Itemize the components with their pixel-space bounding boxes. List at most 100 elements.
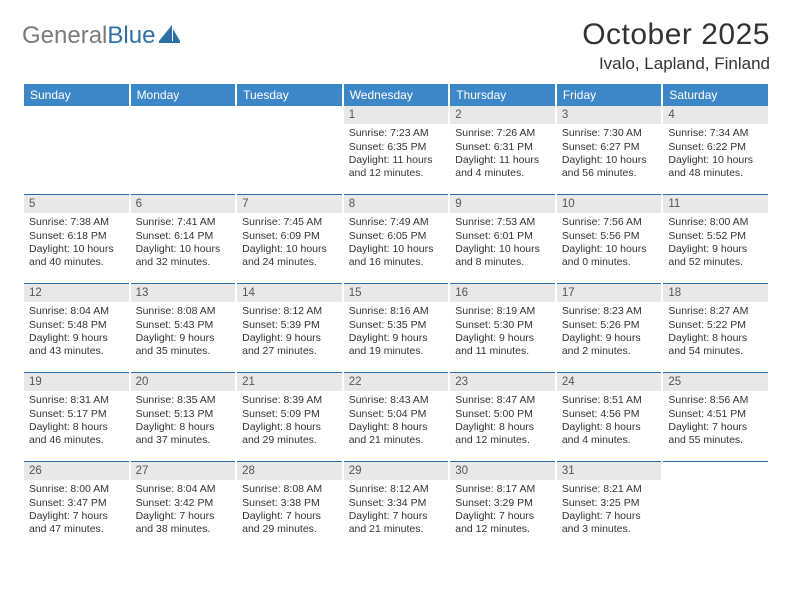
day-details: Sunrise: 8:27 AMSunset: 5:22 PMDaylight:… [663, 302, 768, 362]
sunset-text: Sunset: 6:31 PM [455, 141, 550, 154]
daylight1-text: Daylight: 8 hours [242, 421, 337, 434]
day-details: Sunrise: 7:53 AMSunset: 6:01 PMDaylight:… [450, 213, 555, 273]
sunrise-text: Sunrise: 8:51 AM [562, 394, 657, 407]
day-cell: 1Sunrise: 7:23 AMSunset: 6:35 PMDaylight… [344, 106, 449, 194]
sunrise-text: Sunrise: 8:17 AM [455, 483, 550, 496]
daylight2-text: and 43 minutes. [29, 345, 124, 358]
day-details: Sunrise: 8:00 AMSunset: 3:47 PMDaylight:… [24, 480, 129, 540]
day-cell: 8Sunrise: 7:49 AMSunset: 6:05 PMDaylight… [344, 195, 449, 283]
day-cell: 12Sunrise: 8:04 AMSunset: 5:48 PMDayligh… [24, 284, 129, 372]
day-number: 17 [557, 284, 662, 302]
daylight1-text: Daylight: 8 hours [136, 421, 231, 434]
sunrise-text: Sunrise: 8:12 AM [242, 305, 337, 318]
daylight1-text: Daylight: 10 hours [455, 243, 550, 256]
logo: GeneralBlue [22, 18, 181, 50]
sunset-text: Sunset: 5:39 PM [242, 319, 337, 332]
sunrise-text: Sunrise: 8:35 AM [136, 394, 231, 407]
daylight1-text: Daylight: 10 hours [562, 154, 657, 167]
sunset-text: Sunset: 5:56 PM [562, 230, 657, 243]
column-header: Wednesday [344, 84, 449, 106]
sunrise-text: Sunrise: 8:04 AM [29, 305, 124, 318]
daylight1-text: Daylight: 7 hours [668, 421, 763, 434]
logo-text-blue: Blue [107, 22, 155, 49]
day-number: 31 [557, 462, 662, 480]
sunset-text: Sunset: 5:04 PM [349, 408, 444, 421]
column-header: Tuesday [237, 84, 342, 106]
sunrise-text: Sunrise: 7:23 AM [349, 127, 444, 140]
sunset-text: Sunset: 4:56 PM [562, 408, 657, 421]
day-number: 3 [557, 106, 662, 124]
day-details: Sunrise: 8:43 AMSunset: 5:04 PMDaylight:… [344, 391, 449, 451]
day-details: Sunrise: 7:38 AMSunset: 6:18 PMDaylight:… [24, 213, 129, 273]
daylight2-text: and 38 minutes. [136, 523, 231, 536]
daylight2-text: and 11 minutes. [455, 345, 550, 358]
sunset-text: Sunset: 3:34 PM [349, 497, 444, 510]
day-cell: 9Sunrise: 7:53 AMSunset: 6:01 PMDaylight… [450, 195, 555, 283]
day-details: Sunrise: 8:39 AMSunset: 5:09 PMDaylight:… [237, 391, 342, 451]
sunrise-text: Sunrise: 7:38 AM [29, 216, 124, 229]
daylight1-text: Daylight: 11 hours [455, 154, 550, 167]
daylight2-text: and 2 minutes. [562, 345, 657, 358]
daylight2-text: and 3 minutes. [562, 523, 657, 536]
sunrise-text: Sunrise: 8:56 AM [668, 394, 763, 407]
daylight1-text: Daylight: 8 hours [562, 421, 657, 434]
day-number: 13 [131, 284, 236, 302]
day-cell: 14Sunrise: 8:12 AMSunset: 5:39 PMDayligh… [237, 284, 342, 372]
day-cell: 26Sunrise: 8:00 AMSunset: 3:47 PMDayligh… [24, 462, 129, 550]
day-cell: 31Sunrise: 8:21 AMSunset: 3:25 PMDayligh… [557, 462, 662, 550]
day-details: Sunrise: 8:12 AMSunset: 5:39 PMDaylight:… [237, 302, 342, 362]
daylight2-text: and 8 minutes. [455, 256, 550, 269]
day-cell: 4Sunrise: 7:34 AMSunset: 6:22 PMDaylight… [663, 106, 768, 194]
sunrise-text: Sunrise: 7:45 AM [242, 216, 337, 229]
week-row: 26Sunrise: 8:00 AMSunset: 3:47 PMDayligh… [24, 462, 768, 550]
sunrise-text: Sunrise: 8:39 AM [242, 394, 337, 407]
day-number: 6 [131, 195, 236, 213]
sunset-text: Sunset: 5:35 PM [349, 319, 444, 332]
daylight2-text: and 48 minutes. [668, 167, 763, 180]
day-cell: 3Sunrise: 7:30 AMSunset: 6:27 PMDaylight… [557, 106, 662, 194]
sunset-text: Sunset: 6:14 PM [136, 230, 231, 243]
header: GeneralBlue October 2025 Ivalo, Lapland,… [22, 18, 770, 74]
logo-text: GeneralBlue [22, 22, 155, 50]
sunrise-text: Sunrise: 8:21 AM [562, 483, 657, 496]
daylight2-text: and 29 minutes. [242, 434, 337, 447]
day-cell: 21Sunrise: 8:39 AMSunset: 5:09 PMDayligh… [237, 373, 342, 461]
daylight2-text: and 12 minutes. [455, 434, 550, 447]
sunrise-text: Sunrise: 7:53 AM [455, 216, 550, 229]
daylight2-text: and 12 minutes. [349, 167, 444, 180]
day-cell: 28Sunrise: 8:08 AMSunset: 3:38 PMDayligh… [237, 462, 342, 550]
title-block: October 2025 Ivalo, Lapland, Finland [582, 18, 770, 74]
day-cell: 27Sunrise: 8:04 AMSunset: 3:42 PMDayligh… [131, 462, 236, 550]
sunset-text: Sunset: 5:09 PM [242, 408, 337, 421]
daylight1-text: Daylight: 8 hours [668, 332, 763, 345]
column-header: Friday [557, 84, 662, 106]
day-cell: 16Sunrise: 8:19 AMSunset: 5:30 PMDayligh… [450, 284, 555, 372]
day-details: Sunrise: 8:00 AMSunset: 5:52 PMDaylight:… [663, 213, 768, 273]
sunrise-text: Sunrise: 8:23 AM [562, 305, 657, 318]
day-cell: 2Sunrise: 7:26 AMSunset: 6:31 PMDaylight… [450, 106, 555, 194]
month-title: October 2025 [582, 18, 770, 52]
daylight1-text: Daylight: 10 hours [136, 243, 231, 256]
column-header: Thursday [450, 84, 555, 106]
sunset-text: Sunset: 5:52 PM [668, 230, 763, 243]
day-details: Sunrise: 8:08 AMSunset: 3:38 PMDaylight:… [237, 480, 342, 540]
sunset-text: Sunset: 6:01 PM [455, 230, 550, 243]
daylight1-text: Daylight: 9 hours [668, 243, 763, 256]
day-number: 20 [131, 373, 236, 391]
daylight1-text: Daylight: 7 hours [455, 510, 550, 523]
empty-cell [131, 106, 236, 194]
day-cell: 17Sunrise: 8:23 AMSunset: 5:26 PMDayligh… [557, 284, 662, 372]
day-number: 28 [237, 462, 342, 480]
day-cell: 6Sunrise: 7:41 AMSunset: 6:14 PMDaylight… [131, 195, 236, 283]
sunrise-text: Sunrise: 8:31 AM [29, 394, 124, 407]
sunset-text: Sunset: 5:30 PM [455, 319, 550, 332]
sunrise-text: Sunrise: 8:04 AM [136, 483, 231, 496]
day-number: 15 [344, 284, 449, 302]
daylight2-text: and 27 minutes. [242, 345, 337, 358]
day-cell: 19Sunrise: 8:31 AMSunset: 5:17 PMDayligh… [24, 373, 129, 461]
daylight1-text: Daylight: 8 hours [349, 421, 444, 434]
day-details: Sunrise: 8:12 AMSunset: 3:34 PMDaylight:… [344, 480, 449, 540]
day-cell: 7Sunrise: 7:45 AMSunset: 6:09 PMDaylight… [237, 195, 342, 283]
empty-cell [24, 106, 129, 194]
day-cell: 18Sunrise: 8:27 AMSunset: 5:22 PMDayligh… [663, 284, 768, 372]
